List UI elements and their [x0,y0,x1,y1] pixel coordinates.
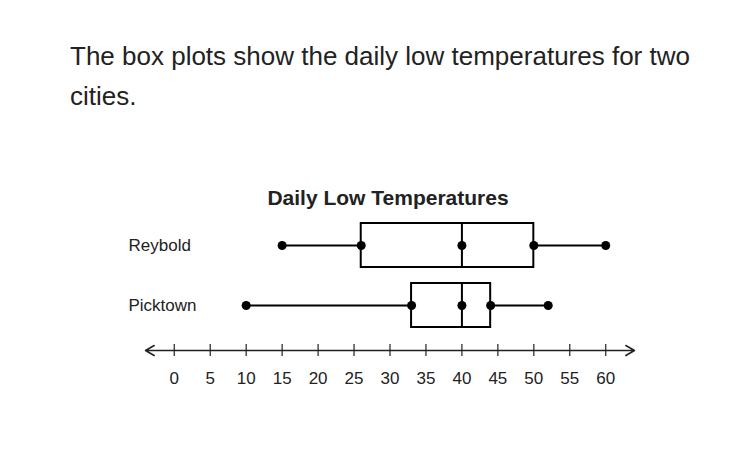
html-text:Daily Low Temperatures: Daily Low Temperatures [267,186,509,209]
svg-text:50: 50 [524,369,543,388]
svg-text:55: 55 [560,369,579,388]
svg-text:0: 0 [170,369,179,388]
svg-text:60: 60 [596,369,615,388]
svg-text:Picktown: Picktown [129,296,197,315]
svg-text:45: 45 [488,369,507,388]
html-text:The box plots show the daily l: The box plots show the daily low tempera… [70,41,690,111]
svg-text:10: 10 [237,369,256,388]
svg-text:35: 35 [416,369,435,388]
svg-text:25: 25 [345,369,364,388]
svg-text:15: 15 [273,369,292,388]
svg-text:20: 20 [309,369,328,388]
svg-text:5: 5 [205,369,214,388]
svg-text:40: 40 [452,369,471,388]
svg-text:Reybold: Reybold [129,236,191,255]
svg-text:30: 30 [381,369,400,388]
